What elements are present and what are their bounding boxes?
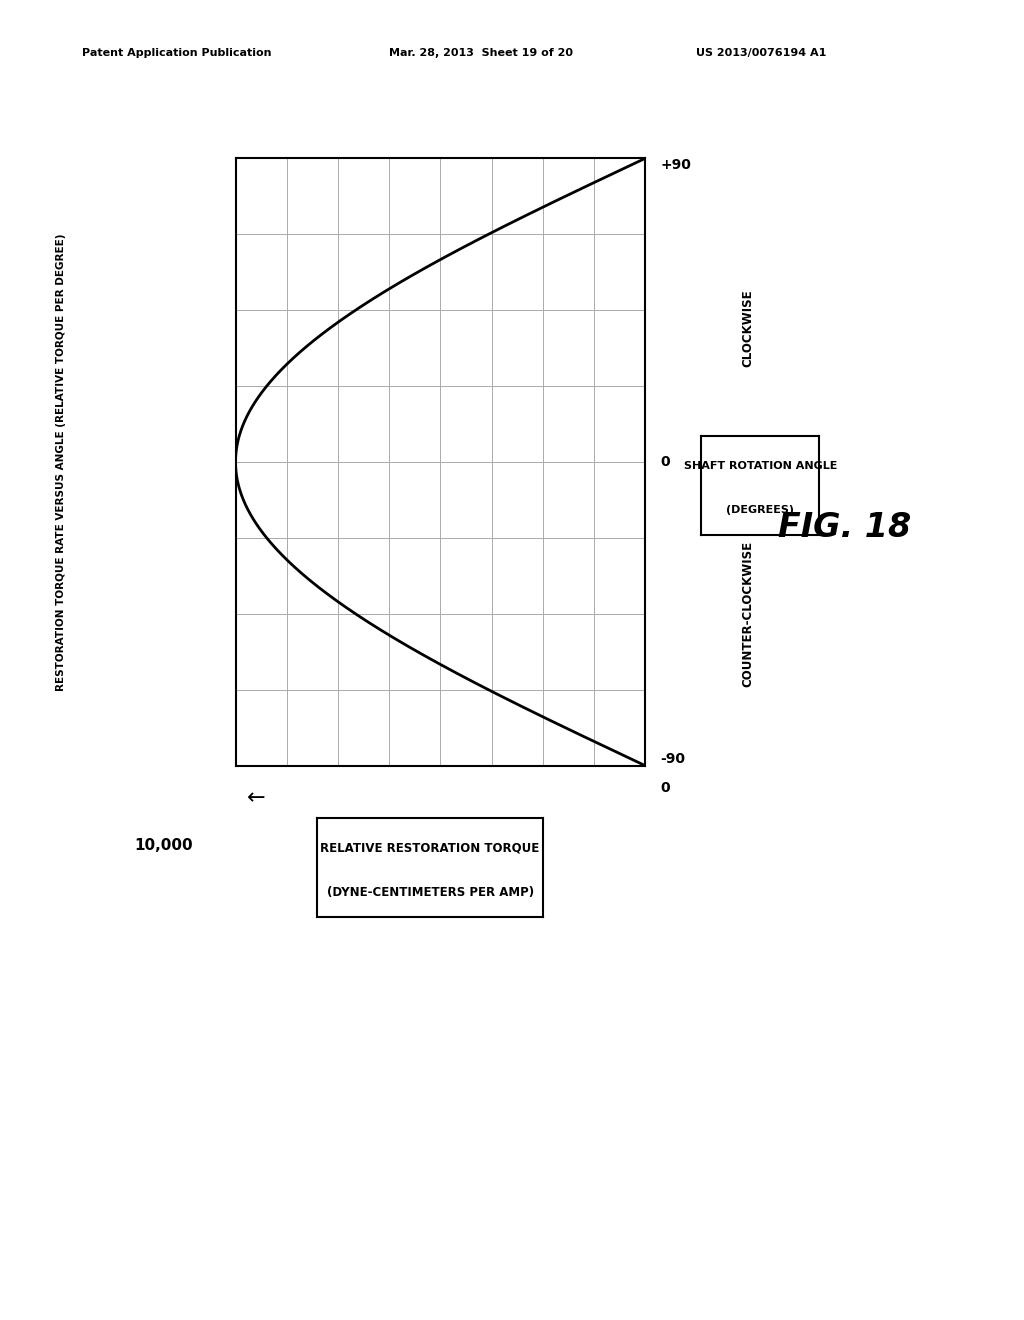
Text: -90: -90	[660, 751, 685, 766]
Text: ←: ←	[247, 788, 265, 809]
Text: Mar. 28, 2013  Sheet 19 of 20: Mar. 28, 2013 Sheet 19 of 20	[389, 48, 573, 58]
Text: Patent Application Publication: Patent Application Publication	[82, 48, 271, 58]
Text: FIG. 18: FIG. 18	[778, 511, 911, 544]
Text: 0: 0	[660, 455, 670, 469]
Text: CLOCKWISE: CLOCKWISE	[741, 289, 754, 367]
Text: +90: +90	[660, 158, 691, 173]
Text: 0: 0	[660, 781, 670, 796]
Text: (DEGREES): (DEGREES)	[726, 506, 795, 515]
Text: RELATIVE RESTORATION TORQUE: RELATIVE RESTORATION TORQUE	[321, 842, 540, 854]
Text: COUNTER-CLOCKWISE: COUNTER-CLOCKWISE	[741, 541, 754, 686]
Text: US 2013/0076194 A1: US 2013/0076194 A1	[696, 48, 826, 58]
Text: 10,000: 10,000	[134, 838, 194, 853]
Text: SHAFT ROTATION ANGLE: SHAFT ROTATION ANGLE	[684, 461, 837, 470]
Text: RESTORATION TORQUE RATE VERSUS ANGLE (RELATIVE TORQUE PER DEGREE): RESTORATION TORQUE RATE VERSUS ANGLE (RE…	[56, 234, 67, 690]
Text: (DYNE-CENTIMETERS PER AMP): (DYNE-CENTIMETERS PER AMP)	[327, 886, 534, 899]
